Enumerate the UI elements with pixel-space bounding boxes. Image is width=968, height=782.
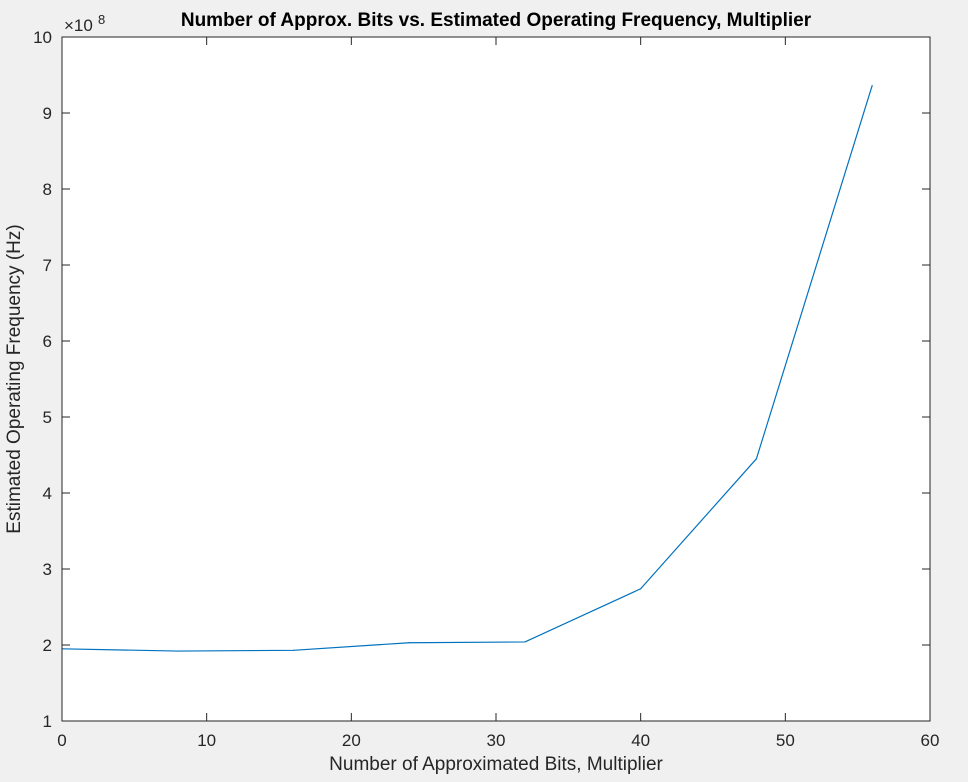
- data-point: [292, 649, 295, 651]
- tick-layer: 0 10 20 30 40 50 60 1 2 3 4 5 6 7 8 9 10: [33, 28, 939, 750]
- series-layer: [61, 85, 873, 652]
- y-exponent-label: ×10: [64, 16, 93, 35]
- y-tick-label: 7: [43, 256, 52, 275]
- plot-area: [62, 37, 930, 721]
- x-tick-label: 50: [776, 731, 795, 750]
- y-exponent-power: 8: [98, 12, 105, 27]
- x-tick-label: 10: [197, 731, 216, 750]
- y-axis-label: Estimated Operating Frequency (Hz): [4, 224, 25, 533]
- data-point: [524, 641, 526, 643]
- y-tick-label: 8: [43, 180, 52, 199]
- data-point: [871, 85, 873, 87]
- y-tick-label: 5: [43, 408, 52, 427]
- series-line: [61, 85, 873, 652]
- data-point: [755, 458, 758, 460]
- x-tick-label: 0: [57, 731, 66, 750]
- x-tick-label: 30: [487, 731, 506, 750]
- y-tick-label: 9: [43, 104, 52, 123]
- y-tick-label: 3: [43, 560, 52, 579]
- y-tick-label: 2: [43, 636, 52, 655]
- data-point: [177, 650, 179, 652]
- data-point: [640, 588, 642, 590]
- chart-title: Number of Approx. Bits vs. Estimated Ope…: [181, 10, 812, 31]
- axes-box: [61, 36, 931, 722]
- data-point: [408, 642, 410, 644]
- y-tick-label: 6: [43, 332, 52, 351]
- y-tick-label: 10: [33, 28, 52, 47]
- x-tick-label: 60: [921, 731, 940, 750]
- x-axis-label: Number of Approximated Bits, Multiplier: [329, 754, 663, 775]
- x-tick-label: 20: [342, 731, 361, 750]
- y-tick-label: 4: [43, 484, 52, 503]
- x-tick-label: 40: [631, 731, 650, 750]
- y-tick-label: 1: [43, 712, 52, 731]
